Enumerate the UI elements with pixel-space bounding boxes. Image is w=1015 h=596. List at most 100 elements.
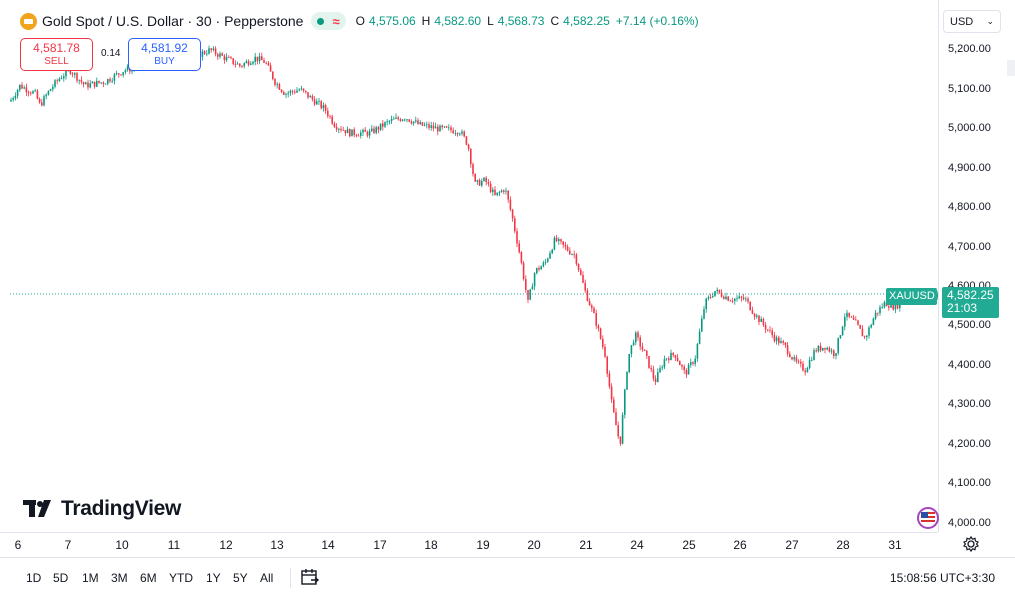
candle — [780, 337, 782, 344]
candle — [87, 79, 89, 91]
range-button-ytd[interactable]: YTD — [169, 571, 193, 585]
candle — [107, 78, 109, 86]
time-axis[interactable]: 6 7 10 11 12 13 14 17 18 19 20 21 24 25 26 27 28 31 — [0, 532, 938, 556]
time-tick-label: 21 — [579, 538, 593, 552]
candle — [703, 306, 705, 320]
candle — [236, 61, 239, 65]
candlestick-chart[interactable] — [10, 8, 938, 532]
candle — [313, 96, 316, 107]
candle — [694, 355, 696, 367]
candle — [872, 317, 875, 326]
tradingview-logo[interactable]: TradingView — [23, 497, 181, 521]
logo-text: TradingView — [61, 497, 182, 520]
candle — [657, 368, 659, 383]
candle — [111, 77, 113, 84]
candle — [305, 90, 307, 94]
candle — [802, 360, 804, 372]
candle — [784, 341, 787, 348]
candle — [49, 88, 52, 92]
candle — [542, 260, 545, 268]
candle — [822, 347, 824, 352]
time-tick-label: 7 — [64, 538, 72, 552]
range-button-1d[interactable]: 1D — [26, 571, 42, 585]
candle — [485, 176, 487, 186]
candle — [531, 283, 534, 290]
range-button-1m[interactable]: 1M — [82, 571, 99, 585]
candle — [379, 123, 382, 132]
candle — [720, 289, 723, 298]
candle — [852, 314, 855, 320]
chart-legend: Gold Spot / U.S. Dollar · 30 · Peppersto… — [20, 11, 701, 31]
candle — [302, 88, 305, 93]
range-button-all[interactable]: All — [260, 571, 274, 585]
candle — [382, 120, 384, 131]
range-button-1y[interactable]: 1Y — [206, 571, 221, 585]
candle — [445, 125, 448, 128]
candle — [54, 79, 56, 89]
candle — [78, 79, 80, 85]
candle — [342, 126, 344, 131]
sell-price: 4,581.78 — [33, 41, 80, 55]
currency-select[interactable]: USD ⌄ — [943, 10, 1001, 33]
spread-value: 0.14 — [101, 48, 121, 59]
range-button-3m[interactable]: 3M — [111, 571, 128, 585]
candle — [676, 354, 679, 362]
price-axis[interactable]: 5,200.00 5,100.00 5,000.00 4,900.00 4,800.00… — [938, 0, 1015, 532]
price-tick-label: 5,200.00 — [948, 43, 991, 55]
candle — [718, 289, 721, 294]
clock-timezone[interactable]: 15:08:56 UTC+3:30 — [889, 571, 995, 585]
sell-button[interactable]: 4,581.78 SELL — [20, 38, 93, 71]
candle — [291, 89, 294, 95]
candle — [481, 178, 483, 188]
candle — [386, 119, 388, 126]
candle — [811, 356, 813, 362]
candle — [648, 355, 650, 369]
candle — [441, 124, 443, 130]
chart-area[interactable] — [10, 8, 938, 532]
candle — [727, 295, 729, 302]
time-tick-label: 31 — [888, 538, 902, 552]
range-button-5d[interactable]: 5D — [53, 571, 69, 585]
candle — [472, 162, 474, 177]
candle — [36, 89, 39, 100]
candle — [412, 121, 415, 126]
candle — [434, 122, 437, 129]
candle — [368, 128, 371, 139]
candle — [399, 117, 402, 122]
economic-events-flag-icon[interactable] — [917, 507, 939, 529]
time-tick-label: 27 — [785, 538, 799, 552]
candle — [76, 71, 78, 83]
scale-handle[interactable] — [1007, 60, 1015, 76]
candle — [529, 288, 531, 301]
candle — [316, 98, 318, 105]
candle — [318, 98, 320, 106]
candle — [685, 368, 688, 379]
candle — [769, 326, 771, 333]
candle — [126, 64, 129, 72]
sell-label: SELL — [44, 56, 69, 67]
candle — [91, 81, 94, 84]
candle — [357, 133, 360, 137]
candle — [626, 371, 628, 391]
candle — [221, 52, 223, 56]
market-status-pill[interactable]: ≈ — [311, 12, 346, 30]
candle — [758, 314, 760, 326]
close-label: C — [550, 14, 560, 28]
calendar-icon[interactable] — [300, 567, 320, 587]
gear-icon[interactable] — [962, 535, 980, 553]
candle — [338, 127, 340, 134]
range-button-6m[interactable]: 6M — [140, 571, 157, 585]
candle — [613, 396, 615, 414]
range-button-5y[interactable]: 5Y — [233, 571, 248, 585]
candle — [767, 328, 769, 332]
candle — [483, 177, 485, 182]
candle — [113, 72, 116, 85]
candle — [806, 366, 809, 373]
candle — [41, 98, 43, 107]
candle — [276, 81, 278, 89]
buy-button[interactable]: 4,581.92 BUY — [128, 38, 201, 71]
candle — [461, 129, 463, 136]
symbol-title[interactable]: Gold Spot / U.S. Dollar · 30 · Peppersto… — [42, 13, 304, 29]
candle — [223, 54, 226, 64]
time-tick-label: 25 — [682, 538, 696, 552]
